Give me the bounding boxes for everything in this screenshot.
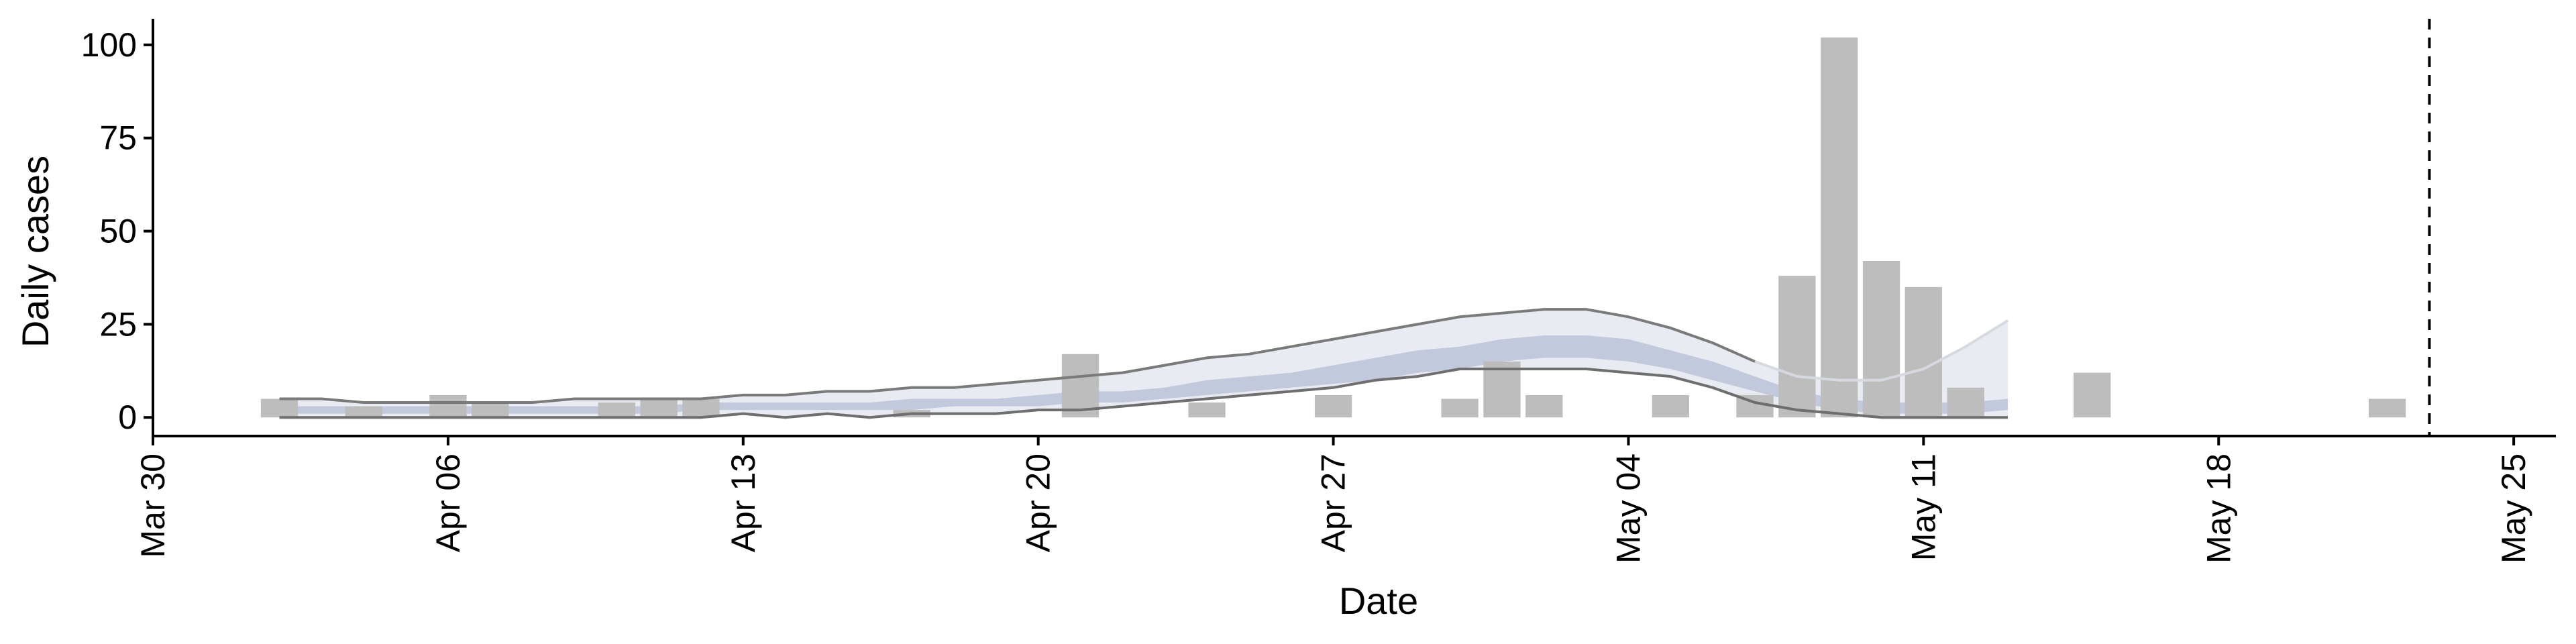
band-upper-line-projection [1754, 319, 2009, 382]
bar-2020-04-04 [345, 406, 382, 418]
y-ticks-group: 0 25 50 75 100 [81, 26, 153, 436]
x-tick-label: Apr 13 [724, 453, 762, 552]
x-tick-label: May 04 [1609, 453, 1647, 564]
x-tick-label: May 11 [1904, 453, 1942, 561]
bar-2020-04-11 [640, 398, 678, 418]
y-tick-label: 50 [99, 213, 137, 250]
axes-group [152, 19, 2556, 437]
bar-2020-05-05 [1652, 394, 1689, 418]
band-boundary-group [279, 308, 2009, 419]
band-lower-line [279, 368, 2008, 419]
y-tick-label: 25 [99, 305, 137, 343]
x-tick-label: Apr 06 [429, 453, 467, 552]
bar-2020-04-12 [682, 398, 720, 418]
bar-2020-05-01 [1483, 361, 1521, 418]
bar-2020-04-06 [429, 394, 467, 418]
bar-2020-05-22 [2368, 398, 2406, 418]
bar-group [260, 37, 2406, 418]
x-tick-label: Apr 20 [1020, 453, 1057, 552]
x-tick-label: May 25 [2495, 453, 2532, 564]
bar-2020-04-07 [472, 402, 509, 418]
y-axis-label: Daily cases [14, 156, 56, 347]
bar-2020-05-11 [1904, 286, 1943, 418]
uncertainty-band-inner [279, 335, 2008, 414]
x-ticks-group: Mar 30 Apr 06 Apr 13 Apr 20 Apr 27 May 04 May … [134, 436, 2532, 564]
y-tick-label: 100 [81, 26, 137, 64]
uncertainty-band-inner-group [279, 335, 2008, 414]
y-tick-label: 0 [118, 398, 137, 436]
bar-2020-05-08 [1778, 276, 1816, 418]
bar-2020-04-02 [260, 398, 299, 418]
bar-2020-05-09 [1821, 37, 1858, 418]
bar-2020-05-10 [1862, 260, 1900, 418]
bar-2020-05-02 [1525, 394, 1563, 418]
x-tick-label: Apr 27 [1315, 453, 1352, 552]
bar-2020-04-30 [1441, 398, 1479, 418]
x-tick-label: Mar 30 [134, 453, 172, 558]
bar-2020-04-27 [1314, 394, 1352, 418]
y-tick-label: 75 [99, 119, 137, 157]
x-axis-label: Date [1339, 580, 1418, 622]
x-tick-label: May 18 [2200, 453, 2237, 564]
bar-2020-05-12 [1947, 387, 1984, 418]
bar-2020-04-10 [598, 402, 635, 418]
band-upper-line [279, 308, 1756, 405]
bar-2020-04-21 [1061, 354, 1099, 418]
bar-2020-04-24 [1188, 402, 1226, 418]
bar-2020-05-15 [2074, 372, 2111, 418]
